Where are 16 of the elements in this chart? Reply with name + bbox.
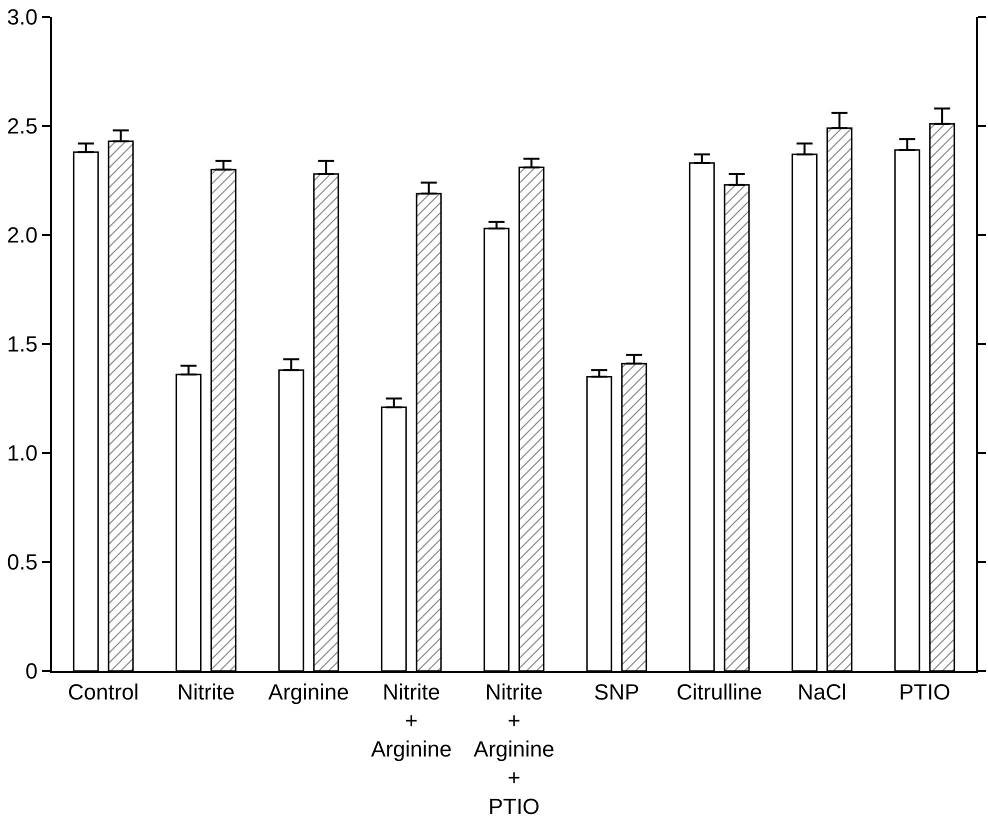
x-tick-label: Citrulline — [676, 679, 762, 704]
x-tick-label: Control — [68, 679, 139, 704]
x-tick-label: SNP — [594, 679, 640, 704]
y-tick-label: 1.5 — [7, 332, 38, 357]
x-tick-label: Nitrite + Arginine — [370, 679, 452, 762]
y-tick-label: 1.0 — [7, 440, 38, 466]
y-tick-label: 2.0 — [7, 222, 38, 248]
x-tick-label: PTIO — [899, 679, 950, 704]
y-tick-label: 3.0 — [7, 4, 38, 30]
x-tick-label: Nitrite — [177, 679, 235, 704]
y-tick-label: 0.5 — [7, 550, 38, 575]
x-tick-label: Arginine — [268, 679, 350, 704]
x-tick-label: Nitrite + Arginine + PTIO — [474, 679, 554, 819]
y-tick-label: 2.5 — [7, 114, 38, 139]
x-tick-label: NaCl — [798, 679, 846, 704]
y-tick-label: 0 — [25, 658, 38, 684]
